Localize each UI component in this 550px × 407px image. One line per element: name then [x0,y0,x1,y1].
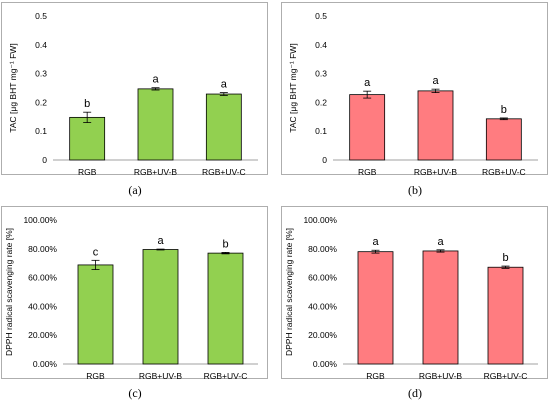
bar [417,90,454,161]
bar [207,252,244,365]
y-tick-label: 0.00% [313,359,338,369]
y-tick-label: 80.00% [308,244,337,254]
x-tick-label: RGB+UV-B [134,167,178,177]
y-tick-label: 0.1 [315,126,327,136]
bar [357,251,394,365]
caption-d: (d) [408,386,422,400]
bar-chart-d: 0.00% 20.00% 40.00% 60.00% 80.00% 100.00% DPPH… [281,206,548,381]
caption-a: (a) [128,183,142,197]
x-tick-label: RGB+UV-B [139,371,183,381]
bar [142,249,179,365]
bar [137,88,174,161]
y-tick-label: 0 [322,155,327,165]
y-tick-label: 80.00% [28,244,57,254]
chart-frame [1,2,268,175]
chart-panel-a: 0 0.1 0.2 0.3 0.4 0.5 TAC [μg BHT mg⁻¹ FW] b RGB… [0,0,270,200]
significance-letter: a [372,236,379,248]
significance-letter: b [222,238,228,250]
y-tick-label: 60.00% [28,273,57,283]
y-tick-label: 0.3 [315,69,327,79]
significance-letter: a [152,74,159,86]
chart-frame [281,2,548,175]
y-tick-label: 100.00% [303,215,337,225]
chart-panel-c: 0.00% 20.00% 40.00% 60.00% 80.00% 100.00% DPPH… [0,204,270,404]
bar [422,250,459,365]
x-tick-label: RGB+UV-C [204,371,248,381]
chart-frame [281,206,548,379]
chart-frame [1,206,268,379]
x-tick-label: RGB+UV-C [482,167,526,177]
y-tick-label: 100.00% [23,215,57,225]
bar [205,93,242,161]
bar [487,266,524,365]
caption-b: (b) [408,183,422,197]
bar [77,264,114,365]
y-tick-label: 40.00% [28,301,57,311]
y-axis-title: TAC [μg BHT mg⁻¹ FW] [288,43,298,132]
y-tick-label: 40.00% [308,301,337,311]
y-tick-label: 20.00% [28,330,57,340]
y-tick-label: 0.2 [315,97,327,107]
bar-chart-c: 0.00% 20.00% 40.00% 60.00% 80.00% 100.00% DPPH… [1,206,268,381]
y-tick-label: 0.2 [35,97,47,107]
y-tick-label: 0.5 [35,11,47,21]
y-axis-title: DPPH radical scavenging rate [%] [4,228,14,356]
y-tick-label: 0 [42,155,47,165]
y-tick-label: 0.4 [315,40,327,50]
caption-c: (c) [128,386,142,400]
y-tick-label: 0.5 [315,11,327,21]
y-axis-title: DPPH radical scavenging rate [%] [284,228,294,356]
bar [485,118,522,161]
chart-panel-b: 0 0.1 0.2 0.3 0.4 0.5 TAC [μg BHT mg⁻¹ FW] a RGB… [280,0,550,200]
x-tick-label: RGB+UV-C [484,371,528,381]
significance-letter: b [84,98,90,110]
x-tick-label: RGB+UV-B [414,167,458,177]
x-tick-label: RGB [358,167,377,177]
bar-chart-a: 0 0.1 0.2 0.3 0.4 0.5 TAC [μg BHT mg⁻¹ FW] b RGB… [1,2,268,177]
significance-letter: a [157,235,164,247]
significance-letter: a [364,77,371,89]
bar [349,94,386,161]
significance-letter: a [432,75,439,87]
significance-letter: a [221,79,228,91]
y-tick-label: 60.00% [308,273,337,283]
y-tick-label: 20.00% [308,330,337,340]
y-tick-label: 0.3 [35,69,47,79]
significance-letter: b [501,104,507,116]
x-tick-label: RGB [86,371,105,381]
significance-letter: c [93,246,99,258]
significance-letter: b [502,252,508,264]
x-tick-label: RGB [78,167,97,177]
y-tick-label: 0.1 [35,126,47,136]
chart-panel-d: 0.00% 20.00% 40.00% 60.00% 80.00% 100.00% DPPH… [280,204,550,404]
x-tick-label: RGB+UV-B [419,371,463,381]
x-tick-label: RGB [366,371,385,381]
x-tick-label: RGB+UV-C [202,167,246,177]
y-tick-label: 0.4 [35,40,47,50]
y-axis-title: TAC [μg BHT mg⁻¹ FW] [8,43,18,132]
bar-chart-b: 0 0.1 0.2 0.3 0.4 0.5 TAC [μg BHT mg⁻¹ FW] a RGB… [281,2,548,177]
bar [69,116,106,161]
significance-letter: a [437,236,444,248]
y-tick-label: 0.00% [33,359,58,369]
